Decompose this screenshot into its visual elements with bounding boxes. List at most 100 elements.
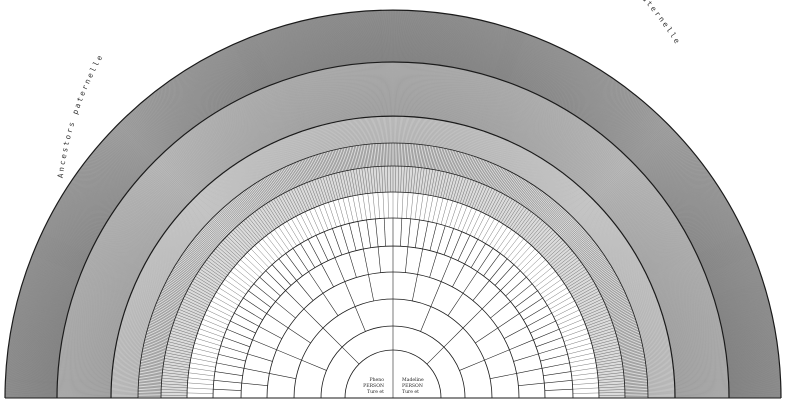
ancestor-divider bbox=[113, 362, 141, 367]
ancestor-divider bbox=[318, 125, 326, 153]
ancestor-divider bbox=[429, 146, 434, 169]
ancestor-divider bbox=[444, 121, 451, 149]
ancestor-divider bbox=[404, 143, 406, 167]
ancestor-divider bbox=[567, 192, 587, 213]
ancestor-divider bbox=[591, 335, 617, 344]
ancestor-divider bbox=[622, 363, 646, 367]
ancestor-divider bbox=[167, 344, 193, 351]
ancestor-divider bbox=[364, 144, 368, 168]
ancestor-divider bbox=[210, 255, 231, 272]
ancestor-divider bbox=[535, 196, 550, 216]
ancestor-divider bbox=[166, 229, 189, 247]
ancestor-divider bbox=[469, 211, 482, 236]
ancestor-divider bbox=[314, 155, 322, 178]
ancestor-divider bbox=[460, 126, 469, 153]
ancestor-divider bbox=[193, 347, 219, 355]
ancestor-divider bbox=[321, 263, 334, 288]
ancestor-divider bbox=[485, 135, 496, 161]
ancestor-divider bbox=[268, 175, 281, 196]
ancestor-divider bbox=[273, 142, 285, 168]
ancestor-divider bbox=[560, 184, 578, 206]
ancestor-divider bbox=[125, 309, 151, 319]
ancestor-divider bbox=[437, 171, 444, 198]
ancestor-divider bbox=[453, 151, 460, 175]
ancestor-divider bbox=[111, 391, 139, 393]
ancestor-divider bbox=[162, 288, 184, 299]
ancestor-divider bbox=[578, 296, 602, 308]
ancestor-divider bbox=[487, 136, 498, 162]
ancestor-divider bbox=[218, 287, 242, 302]
ancestor-divider bbox=[610, 250, 634, 265]
ancestor-divider bbox=[332, 150, 339, 173]
ancestor-divider bbox=[627, 286, 652, 297]
ancestor-divider bbox=[400, 166, 402, 193]
ancestor-divider bbox=[226, 204, 242, 223]
ancestor-divider bbox=[423, 195, 429, 221]
ancestor-divider bbox=[627, 287, 653, 299]
ancestor-divider bbox=[462, 308, 483, 329]
ancestor-divider bbox=[165, 349, 192, 356]
ancestor-divider bbox=[254, 211, 271, 233]
ancestor-divider bbox=[128, 301, 154, 311]
ancestor-divider bbox=[454, 152, 462, 175]
ancestor-divider bbox=[262, 238, 279, 259]
ancestor-divider bbox=[592, 268, 613, 281]
ancestor-divider bbox=[169, 335, 195, 344]
ancestor-divider bbox=[634, 306, 660, 316]
ancestor-divider bbox=[635, 311, 662, 321]
ancestor-divider bbox=[279, 139, 291, 165]
ancestor-divider bbox=[586, 319, 612, 329]
ancestor-divider bbox=[123, 316, 150, 325]
ancestor-divider bbox=[57, 387, 112, 389]
ancestor-divider bbox=[202, 189, 222, 210]
ancestor-divider bbox=[550, 176, 568, 198]
ancestor-divider bbox=[622, 274, 647, 287]
ancestor-divider bbox=[433, 147, 439, 170]
ancestor-divider bbox=[227, 169, 244, 192]
ancestor-divider bbox=[440, 257, 452, 282]
ancestor-divider bbox=[511, 148, 525, 173]
ancestor-divider bbox=[644, 352, 672, 357]
ancestor-divider bbox=[638, 323, 666, 331]
ancestor-divider bbox=[129, 298, 155, 308]
ancestor-divider bbox=[365, 117, 369, 145]
ancestor-divider bbox=[335, 149, 341, 172]
ancestor-divider bbox=[229, 168, 245, 191]
ancestor-divider bbox=[462, 126, 470, 153]
ancestor-divider bbox=[57, 380, 112, 384]
ancestor-divider bbox=[151, 314, 174, 323]
ancestor-divider bbox=[204, 187, 223, 209]
ancestor-divider bbox=[573, 199, 594, 219]
ancestor-divider bbox=[518, 152, 533, 177]
ancestor-divider bbox=[544, 287, 568, 302]
ancestor-divider bbox=[208, 184, 226, 206]
ancestor-divider bbox=[557, 218, 575, 236]
ancestor-divider bbox=[637, 319, 664, 328]
ancestor-divider bbox=[114, 353, 142, 358]
ancestor-divider bbox=[144, 264, 169, 278]
ancestor-divider bbox=[290, 164, 301, 186]
ancestor-divider bbox=[565, 190, 585, 211]
ancestor-divider bbox=[133, 287, 159, 299]
ancestor-divider bbox=[602, 236, 625, 253]
ancestor-divider bbox=[437, 120, 443, 147]
ancestor-divider bbox=[476, 160, 485, 182]
ancestor-divider bbox=[234, 164, 250, 188]
ancestor-divider bbox=[492, 194, 506, 218]
ancestor-divider bbox=[213, 296, 237, 310]
ancestor-divider bbox=[62, 338, 116, 349]
ancestor-divider bbox=[549, 296, 573, 310]
ancestor-divider bbox=[513, 149, 526, 174]
ancestor-divider bbox=[535, 163, 551, 187]
ancestor-divider bbox=[613, 317, 636, 326]
ancestor-divider bbox=[565, 338, 591, 346]
ancestor-divider bbox=[153, 249, 177, 264]
ancestor-divider bbox=[370, 167, 373, 194]
ancestor-divider bbox=[515, 150, 529, 175]
ancestor-divider bbox=[58, 368, 113, 374]
ancestor-divider bbox=[62, 335, 116, 346]
ancestor-divider bbox=[646, 364, 673, 368]
ancestor-divider bbox=[182, 210, 203, 229]
ancestor-divider bbox=[111, 392, 139, 394]
ancestor-divider bbox=[57, 373, 112, 378]
